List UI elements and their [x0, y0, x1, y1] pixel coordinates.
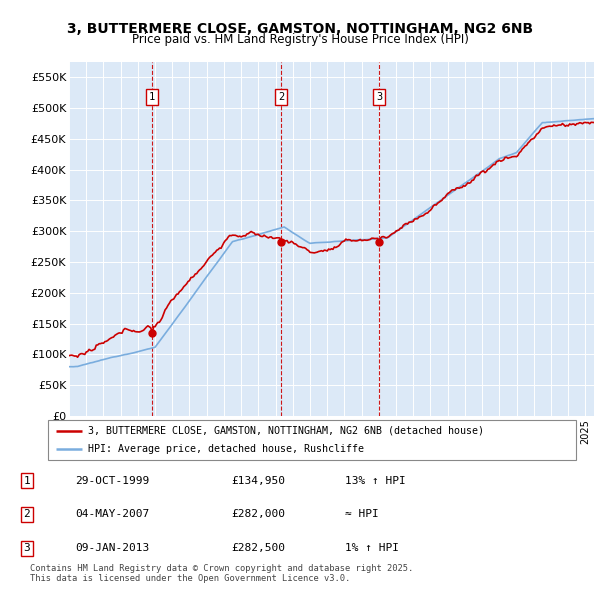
Text: 2: 2	[23, 510, 31, 519]
Point	[148, 328, 157, 337]
Text: 3, BUTTERMERE CLOSE, GAMSTON, NOTTINGHAM, NG2 6NB (detached house): 3, BUTTERMERE CLOSE, GAMSTON, NOTTINGHAM…	[88, 426, 484, 436]
Text: 3: 3	[23, 543, 31, 553]
Text: 1: 1	[149, 93, 155, 102]
Text: Price paid vs. HM Land Registry's House Price Index (HPI): Price paid vs. HM Land Registry's House …	[131, 33, 469, 46]
Text: 09-JAN-2013: 09-JAN-2013	[75, 543, 149, 553]
Text: Contains HM Land Registry data © Crown copyright and database right 2025.
This d: Contains HM Land Registry data © Crown c…	[30, 563, 413, 583]
Text: 13% ↑ HPI: 13% ↑ HPI	[345, 476, 406, 486]
FancyBboxPatch shape	[48, 420, 576, 460]
Text: 04-MAY-2007: 04-MAY-2007	[75, 510, 149, 519]
Point	[277, 238, 286, 247]
Text: £282,500: £282,500	[231, 543, 285, 553]
Text: 1: 1	[23, 476, 31, 486]
Text: 1% ↑ HPI: 1% ↑ HPI	[345, 543, 399, 553]
Text: £134,950: £134,950	[231, 476, 285, 486]
Text: 29-OCT-1999: 29-OCT-1999	[75, 476, 149, 486]
Text: 3: 3	[376, 93, 382, 102]
Point	[374, 237, 384, 247]
Text: 2: 2	[278, 93, 284, 102]
Text: 3, BUTTERMERE CLOSE, GAMSTON, NOTTINGHAM, NG2 6NB: 3, BUTTERMERE CLOSE, GAMSTON, NOTTINGHAM…	[67, 22, 533, 36]
Text: £282,000: £282,000	[231, 510, 285, 519]
Text: HPI: Average price, detached house, Rushcliffe: HPI: Average price, detached house, Rush…	[88, 444, 364, 454]
Text: ≈ HPI: ≈ HPI	[345, 510, 379, 519]
